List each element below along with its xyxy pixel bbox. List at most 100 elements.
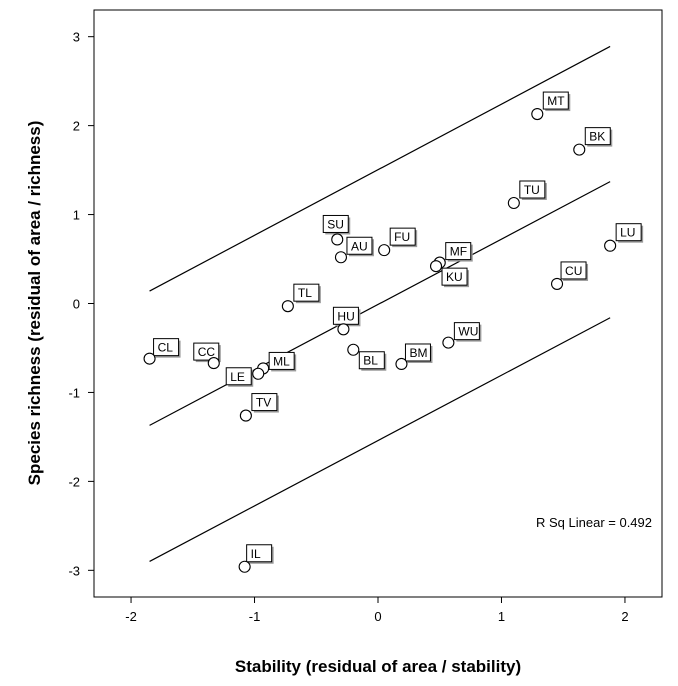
data-point-le: LE <box>225 367 265 387</box>
label-box <box>358 351 385 370</box>
point-marker <box>604 239 617 252</box>
point-label: TL <box>298 286 312 300</box>
point-marker <box>281 300 294 313</box>
y-tick-label: 0 <box>73 297 80 312</box>
y-tick-label: 1 <box>73 208 80 223</box>
point-label: LU <box>620 226 635 240</box>
point-label: BL <box>363 354 378 368</box>
data-points: MT BK TU SU AU FU MF KU LU CU TL HU WU BL BM CL CC ML LE TV… <box>143 91 644 573</box>
point-label: CC <box>198 345 216 359</box>
y-tick-label: 3 <box>73 30 80 45</box>
point-marker <box>238 560 251 573</box>
point-label: FU <box>394 230 410 244</box>
label-box <box>225 367 252 386</box>
data-point-mf: MF <box>433 242 473 269</box>
point-marker <box>442 336 455 349</box>
point-label: KU <box>446 270 463 284</box>
label-box <box>404 343 431 362</box>
r-squared-annotation: R Sq Linear = 0.492 <box>536 515 652 530</box>
point-label: BK <box>589 130 605 144</box>
y-axis: -3 -2 -1 0 1 2 3 <box>68 30 94 578</box>
point-label: AU <box>351 239 368 253</box>
label-box <box>519 180 546 199</box>
label-box <box>246 544 273 563</box>
x-tick-label: 0 <box>374 609 381 624</box>
point-marker <box>334 251 348 264</box>
data-point-hu: HU <box>332 306 361 336</box>
x-axis-title: Stability (residual of area / stability) <box>235 657 521 676</box>
point-label: ML <box>273 354 290 368</box>
label-box <box>615 223 642 242</box>
x-tick-label: -2 <box>125 609 137 624</box>
plot-frame <box>93 9 663 598</box>
label-box <box>542 91 569 110</box>
label-box <box>251 393 278 412</box>
point-label: IL <box>251 547 261 561</box>
data-point-fu: FU <box>378 227 418 257</box>
label-box <box>584 127 611 146</box>
data-point-tv: TV <box>239 393 279 422</box>
y-tick-label: -3 <box>68 563 80 578</box>
point-marker <box>378 244 391 257</box>
point-marker <box>573 143 586 156</box>
label-box <box>441 267 468 286</box>
point-marker <box>331 233 344 246</box>
upper-prediction-line <box>149 45 611 292</box>
data-point-mt: MT <box>531 91 571 121</box>
point-marker <box>550 277 564 290</box>
x-axis: -2 -1 0 1 2 <box>125 597 629 624</box>
point-label: CL <box>158 341 174 355</box>
x-tick-label: 2 <box>621 609 628 624</box>
x-tick-label: 1 <box>498 609 505 624</box>
point-label: WU <box>458 325 478 339</box>
label-box <box>153 338 180 357</box>
label-box <box>322 214 349 233</box>
point-label: HU <box>337 309 354 323</box>
point-marker <box>207 357 220 370</box>
label-box <box>453 322 480 341</box>
point-marker <box>143 352 156 365</box>
point-label: TU <box>524 183 540 197</box>
data-point-cl: CL <box>143 338 181 365</box>
label-box <box>293 283 320 302</box>
y-tick-label: -1 <box>68 385 80 400</box>
data-point-cu: CU <box>550 261 589 290</box>
data-point-il: IL <box>238 544 274 573</box>
point-label: MT <box>547 94 565 108</box>
label-box <box>445 242 472 261</box>
data-point-bk: BK <box>573 127 613 156</box>
data-point-au: AU <box>334 236 374 264</box>
point-marker <box>429 260 443 273</box>
data-point-bl: BL <box>347 343 387 371</box>
data-point-ku: KU <box>429 260 470 288</box>
data-point-tu: TU <box>507 180 547 210</box>
data-point-bm: BM <box>395 343 433 371</box>
point-label: CU <box>565 264 582 278</box>
point-marker <box>337 323 350 336</box>
point-label: SU <box>327 217 344 231</box>
point-marker <box>531 108 544 121</box>
point-marker <box>395 357 408 371</box>
label-box <box>268 351 295 370</box>
y-tick-label: -2 <box>68 474 80 489</box>
point-label: LE <box>230 370 245 384</box>
data-point-tl: TL <box>281 283 321 313</box>
point-label: MF <box>450 245 467 259</box>
point-marker <box>239 409 252 422</box>
label-box <box>389 227 416 246</box>
point-label: TV <box>256 396 271 410</box>
y-tick-label: 2 <box>73 119 80 134</box>
data-point-lu: LU <box>604 223 644 252</box>
label-box <box>346 236 373 255</box>
data-point-ml: ML <box>257 351 297 375</box>
data-point-su: SU <box>322 214 351 246</box>
regression-line <box>149 181 611 426</box>
lower-prediction-line <box>149 317 611 562</box>
y-axis-title: Species richness (residual of area / ric… <box>25 121 44 486</box>
point-label: BM <box>409 346 427 360</box>
data-point-wu: WU <box>442 322 482 349</box>
label-box <box>560 261 587 280</box>
label-box <box>193 342 220 361</box>
point-marker <box>347 343 360 356</box>
